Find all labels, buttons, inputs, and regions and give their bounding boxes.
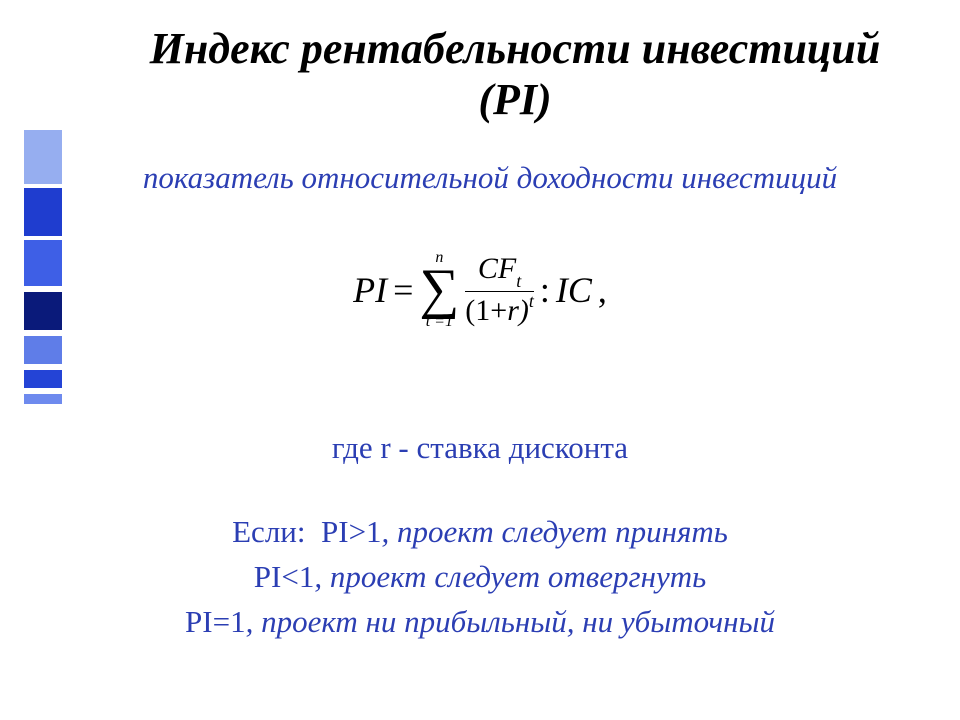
sum-symbol: ∑ (419, 266, 459, 314)
num-cf: CF (478, 252, 516, 285)
formula-lhs: PI (353, 269, 387, 311)
summation: n ∑ t =1 (419, 250, 459, 330)
rule-2-cond: PI<1 (254, 559, 315, 594)
formula: PI = n ∑ t =1 CFt (1+r)t : IC , (0, 250, 960, 330)
fraction: CFt (1+r)t (465, 253, 534, 326)
decoration-block (24, 188, 62, 236)
where-line: где r - ставка дисконта (0, 430, 960, 466)
formula-eq: = (393, 269, 413, 311)
fraction-numerator: CFt (478, 253, 521, 289)
fraction-bar (465, 291, 534, 292)
num-sub-t: t (516, 271, 521, 291)
decoration-block (24, 394, 62, 404)
rule-1-body: , проект следует принять (382, 514, 728, 549)
fraction-denominator: (1+r)t (465, 294, 534, 327)
slide-subtitle: показатель относительной доходности инве… (60, 160, 920, 196)
rule-3: PI=1, проект ни прибыльный, ни убыточный (40, 600, 920, 645)
den-r: r) (507, 294, 529, 327)
rule-3-cond: PI=1 (185, 604, 246, 639)
rule-1: Если: PI>1, проект следует принять (40, 510, 920, 555)
formula-colon: : (540, 269, 550, 311)
rules-prefix: Если: (232, 514, 305, 549)
decoration-block (24, 130, 62, 184)
decoration-block (24, 336, 62, 364)
rule-1-cond: PI>1 (321, 514, 382, 549)
rule-2-body: , проект следует отвергнуть (314, 559, 706, 594)
den-open: (1 (465, 294, 490, 327)
slide: Индекс рентабельности инвестиций (PI) по… (0, 0, 960, 720)
den-plus: + (490, 294, 507, 327)
formula-ic: IC (556, 269, 592, 311)
den-sup-t: t (529, 291, 534, 311)
rules-block: Если: PI>1, проект следует принять PI<1,… (40, 510, 920, 645)
sum-lower: t =1 (426, 314, 453, 330)
rule-2: PI<1, проект следует отвергнуть (40, 555, 920, 600)
formula-trailing-comma: , (598, 269, 607, 311)
rule-3-body: , проект ни прибыльный, ни убыточный (246, 604, 775, 639)
decoration-block (24, 370, 62, 388)
slide-title: Индекс рентабельности инвестиций (PI) (130, 24, 900, 125)
